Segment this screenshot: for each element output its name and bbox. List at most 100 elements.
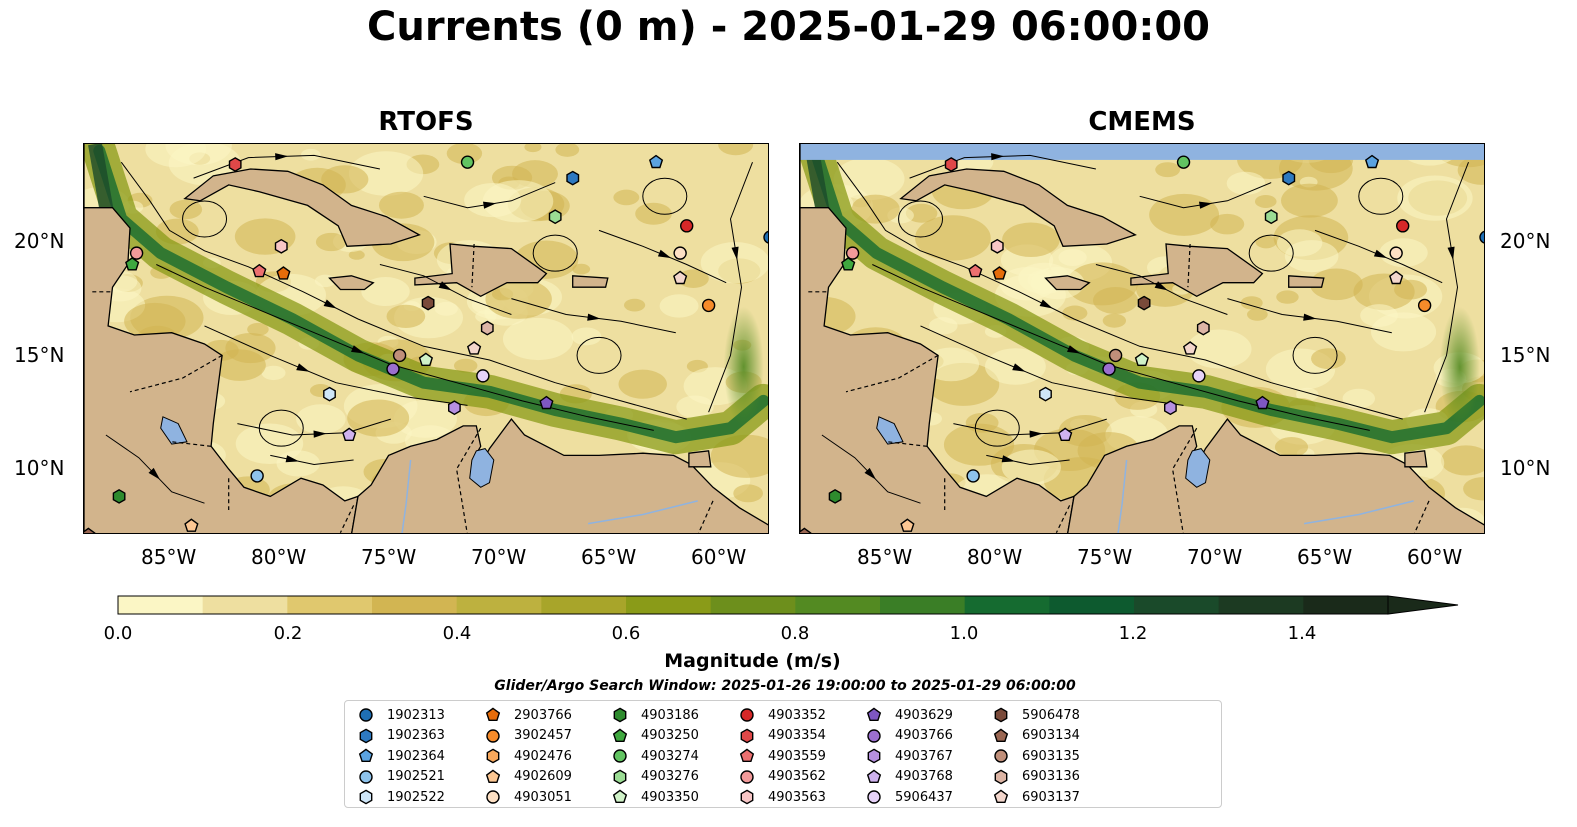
lat-tick-right: 20°N [1500, 229, 1551, 253]
colorbar-tick: 0.4 [442, 623, 472, 644]
river [1117, 459, 1128, 533]
circle-marker-icon [740, 770, 754, 784]
platform-marker-6903137 [1389, 270, 1404, 285]
speed-contour [572, 263, 591, 275]
speed-contour [1247, 308, 1268, 321]
speed-contour [1397, 175, 1473, 221]
speed-contour [635, 202, 672, 225]
legend-item: 4902609 [484, 767, 572, 787]
river [1303, 500, 1414, 525]
land-puertoRico [572, 275, 609, 288]
platform-marker-4903274 [1176, 155, 1191, 169]
pentagon-marker-icon [485, 707, 501, 722]
speed-contour [1457, 155, 1484, 185]
speed-contour [676, 395, 714, 418]
platform-marker-3902457 [701, 298, 716, 313]
colorbar-tick: 1.2 [1118, 623, 1148, 644]
platform-marker-4903766 [1102, 362, 1116, 376]
land-hispaniola [1130, 243, 1264, 298]
land-jamaica [328, 275, 375, 291]
land-southAmerica [351, 418, 768, 533]
eddy-streamline [182, 200, 228, 238]
lon-tick-left: 60°W [691, 545, 747, 569]
speed-contour [659, 294, 699, 318]
speed-contour [1276, 290, 1299, 304]
land-hispaniola [414, 243, 548, 298]
colorbar-segment [118, 596, 204, 614]
legend-item: 5906437 [865, 787, 953, 807]
platform-marker-4903051 [1389, 246, 1403, 260]
border [1413, 500, 1430, 533]
land-cuba [183, 168, 421, 247]
legend-item-label: 4903352 [768, 707, 826, 723]
legend-item-label: 5906437 [895, 789, 953, 805]
speed-contour [1092, 286, 1139, 315]
streamline [1424, 162, 1469, 413]
current-core [809, 144, 1484, 444]
legend-item: 4903051 [484, 787, 572, 807]
platform-marker-4903051 [673, 246, 687, 260]
platform-marker-4903186 [828, 488, 842, 504]
streamline-arrow [313, 430, 327, 438]
legend-item-label: 4903629 [895, 707, 953, 723]
circle-marker-icon [486, 728, 500, 743]
platform-marker-4902609 [900, 518, 915, 532]
pentagon-marker-icon [358, 748, 374, 763]
border [845, 354, 939, 393]
colorbar-label: Magnitude (m/s) [664, 650, 841, 672]
platform-marker-5906478 [421, 295, 435, 311]
circle-marker-icon [613, 749, 627, 763]
lon-tick-right: 75°W [1077, 545, 1133, 569]
streamline-arrow [483, 201, 497, 209]
platform-marker-1902313 [1479, 230, 1484, 244]
colorbar-segment [1218, 596, 1304, 614]
border [697, 500, 714, 533]
lat-tick-left: 10°N [14, 456, 65, 480]
speed-contour [1155, 162, 1181, 178]
legend-item: 1902521 [357, 767, 445, 787]
atlantic-inflow [1439, 306, 1480, 427]
speed-contour [386, 304, 426, 328]
legend-item-label: 4903563 [768, 789, 826, 805]
yucatan-current [88, 144, 115, 221]
speed-contour [1240, 296, 1263, 310]
speed-contour [453, 358, 478, 373]
legend-item-label: 1902522 [387, 789, 445, 805]
speed-contour [348, 151, 424, 196]
platform-marker-4903352 [1396, 219, 1410, 233]
lat-tick-left: 15°N [14, 343, 65, 367]
hexagon-marker-icon [613, 707, 627, 723]
speed-contour [1102, 313, 1127, 328]
map-panel-cmems[interactable] [799, 143, 1485, 534]
speed-contour [213, 349, 266, 381]
speed-contour [1440, 445, 1484, 476]
platform-marker-4903274 [460, 155, 475, 169]
lat-tick-left: 20°N [14, 229, 65, 253]
land-centralAmerica [800, 144, 1075, 533]
colorbar-segment [710, 596, 796, 614]
colorbar-tick: 0.2 [273, 623, 303, 644]
platform-marker-3902457 [1417, 298, 1432, 313]
platform-marker-6903135 [1108, 348, 1123, 363]
pentagon-marker-icon [612, 789, 628, 804]
map-panel-rtofs[interactable] [83, 143, 769, 534]
colorbar-segment [880, 596, 966, 614]
legend-item: 5906478 [992, 705, 1080, 725]
colorbar-segment [795, 596, 881, 614]
speed-contour [1274, 437, 1309, 457]
lake-maracaibo [1185, 448, 1211, 488]
hexagon-marker-icon [613, 769, 627, 785]
circle-marker-icon [867, 790, 881, 805]
atlantic-inflow [723, 306, 764, 427]
figure-title: Currents (0 m) - 2025-01-29 06:00:00 [367, 4, 1210, 50]
streamline [708, 162, 753, 413]
legend-item: 1902522 [357, 787, 445, 807]
platform-marker-4903563 [274, 238, 288, 254]
legend-item: 4903250 [611, 726, 699, 746]
platform-marker-6903137 [673, 270, 688, 285]
circle-marker-icon [740, 708, 754, 722]
lon-tick-left: 85°W [141, 545, 197, 569]
streamline-arrow [323, 299, 337, 309]
platform-marker-4903276 [548, 209, 562, 225]
streamline-arrow [285, 455, 300, 463]
